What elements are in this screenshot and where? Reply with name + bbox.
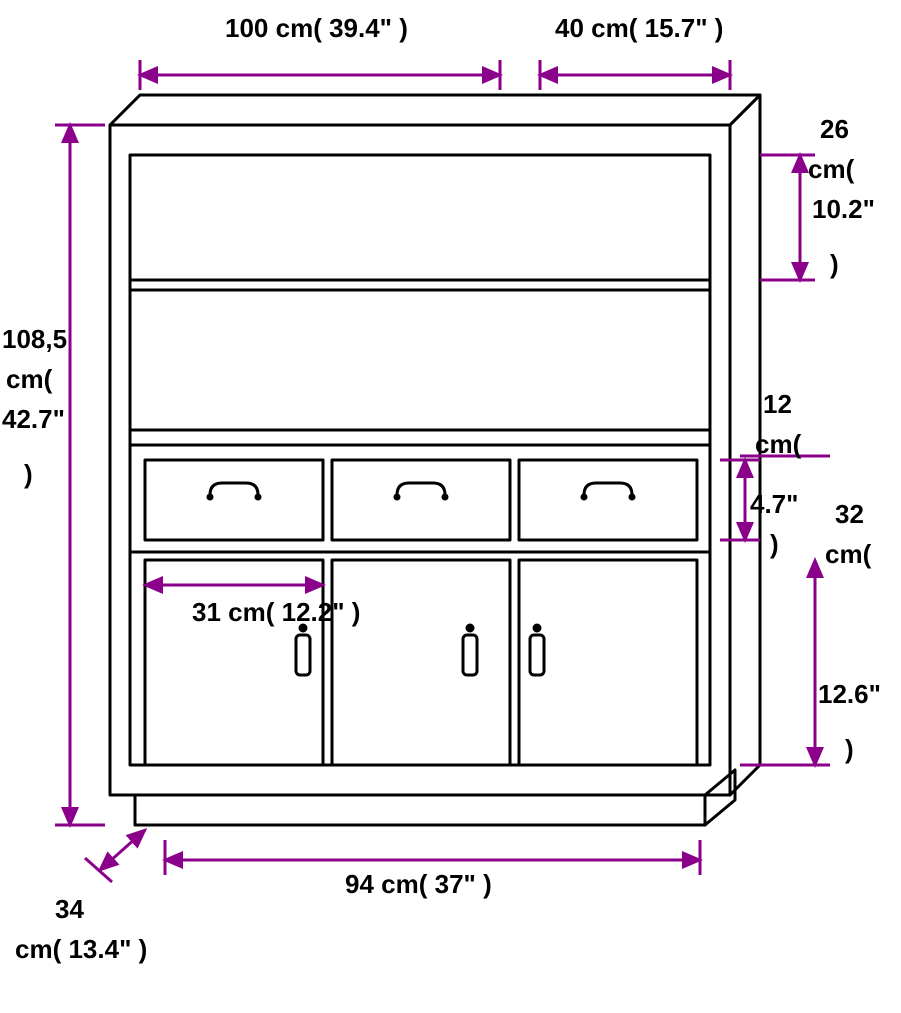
dim-door-32-in: 12.6" (818, 680, 881, 709)
dim-door-32-close: ) (845, 735, 854, 764)
dim-height-108-close: ) (24, 460, 33, 489)
dim-base-34-cm: 34 (55, 895, 84, 924)
dim-height-108-cmunit: cm( (6, 365, 52, 394)
dim-shelf-26-close: ) (830, 250, 839, 279)
dim-base-94: 94 cm( 37" ) (345, 870, 492, 899)
dim-door-32-num: 32 (835, 500, 864, 529)
dim-shelf-26-num: 26 (820, 115, 849, 144)
dim-base-34-in: cm( 13.4" ) (15, 935, 147, 964)
dim-depth-40: 40 cm( 15.7" ) (555, 14, 723, 43)
dim-height-108-cm: 108,5 (2, 325, 62, 354)
dim-width-100: 100 cm( 39.4" ) (225, 14, 408, 43)
dim-door-32-cm: cm( (825, 540, 871, 569)
cabinet (110, 95, 760, 825)
dim-drawer-12-cm: cm( (755, 430, 801, 459)
dimensions (55, 60, 830, 882)
dim-height-108-in: 42.7" (2, 405, 65, 434)
dim-panel-31: 31 cm( 12.2" ) (192, 598, 360, 627)
dim-shelf-26-cm: cm( (808, 155, 854, 184)
dim-drawer-12-num: 12 (763, 390, 792, 419)
dim-drawer-12-close: ) (770, 530, 779, 559)
dim-drawer-12-in: 4.7" (750, 490, 798, 519)
dim-shelf-26-in: 10.2" (812, 195, 875, 224)
